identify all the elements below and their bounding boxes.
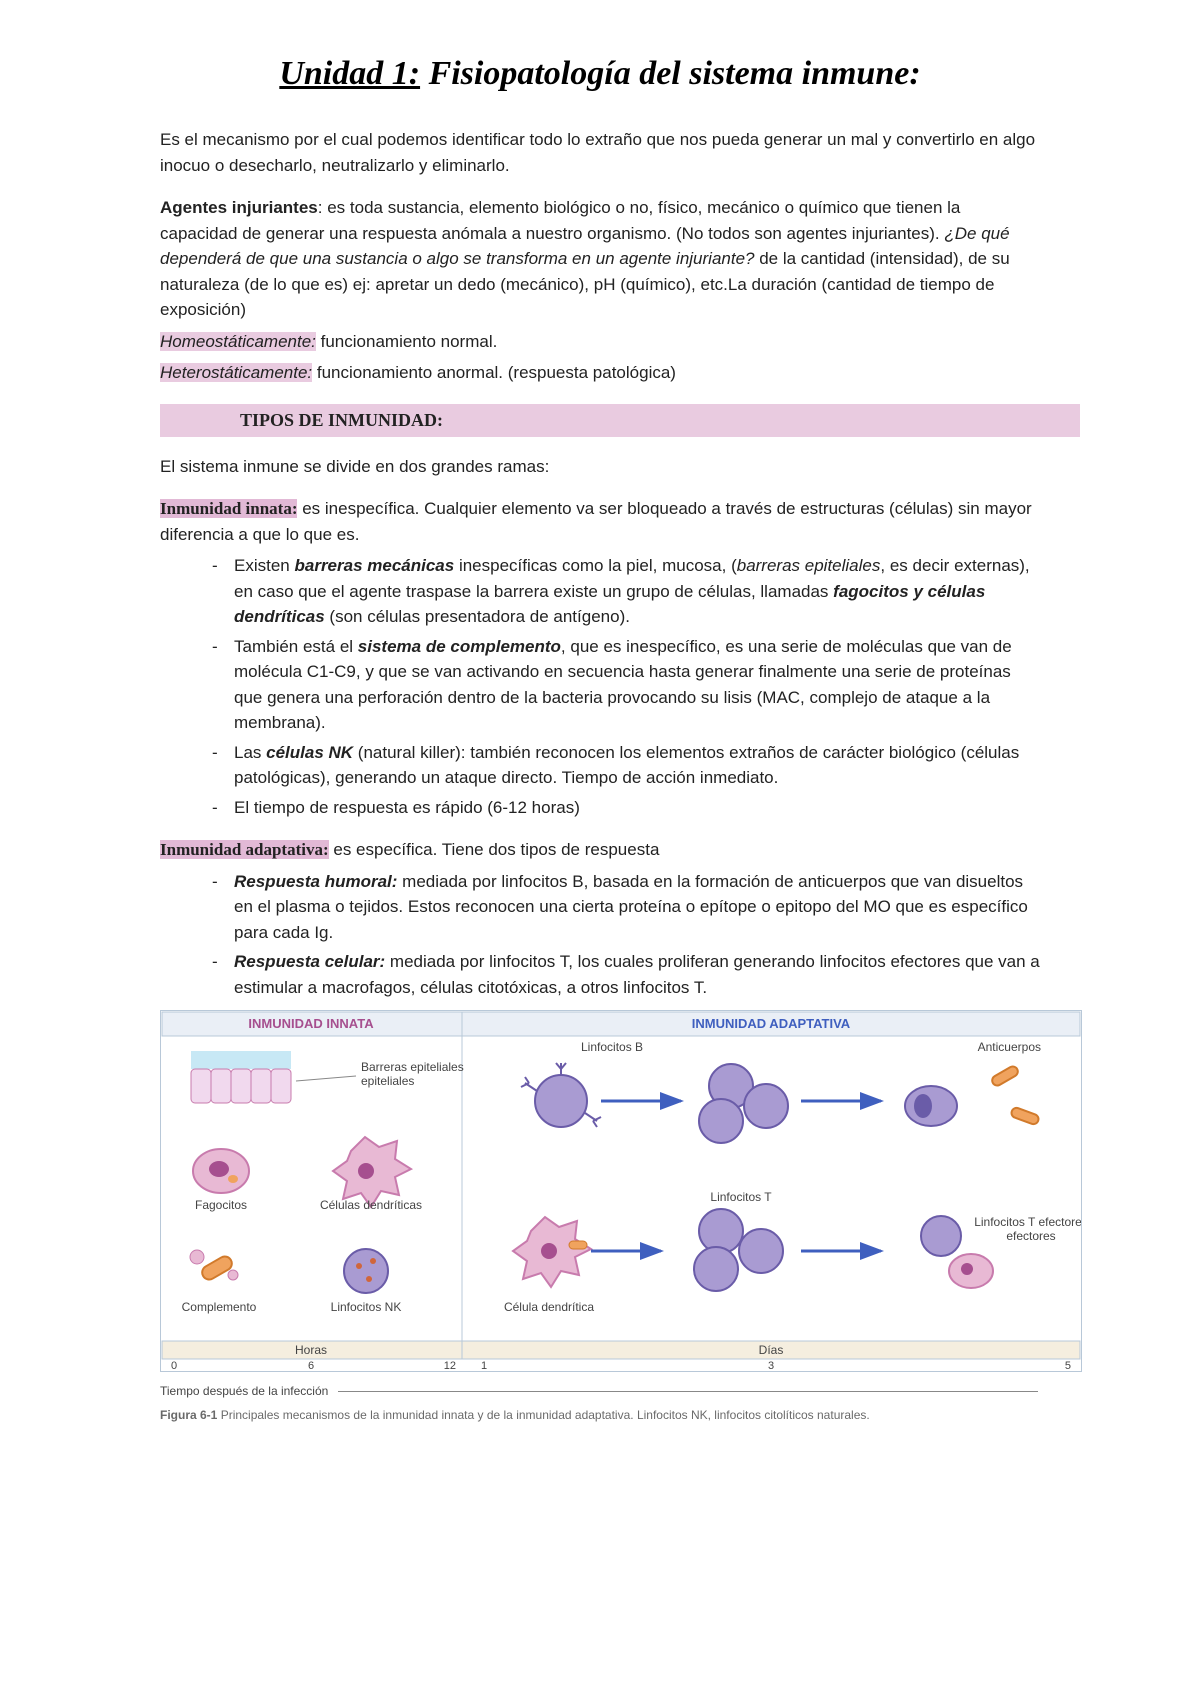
timeline-caption: Tiempo después de la infección xyxy=(160,1382,1080,1400)
text: El tiempo de respuesta es rápido (6-12 h… xyxy=(234,798,580,817)
label-complemento: Complemento xyxy=(182,1300,257,1314)
adaptativa-label: Inmunidad adaptativa: xyxy=(160,840,329,859)
hetero-text: funcionamiento anormal. (respuesta patol… xyxy=(312,363,676,382)
label-linfot: Linfocitos T xyxy=(710,1190,772,1204)
list-item: Las células NK (natural killer): también… xyxy=(212,740,1040,791)
term-complemento: sistema de complemento xyxy=(358,637,561,656)
label-dendriticas: Células dendríticas xyxy=(320,1198,422,1212)
complemento-icon xyxy=(190,1250,238,1282)
svg-text:epiteliales: epiteliales xyxy=(361,1074,414,1088)
label-horas: Horas xyxy=(295,1343,327,1357)
text: Existen xyxy=(234,556,294,575)
tcell-cluster-icon xyxy=(694,1209,783,1291)
adaptativa-list: Respuesta humoral: mediada por linfocito… xyxy=(160,869,1040,1001)
agentes-label: Agentes injuriantes xyxy=(160,198,318,217)
label-efectores: Linfocitos T efectores xyxy=(974,1215,1082,1229)
figure-6-1: INMUNIDAD INNATA INMUNIDAD ADAPTATIVA Ba… xyxy=(160,1010,1080,1424)
epithelial-cells-icon xyxy=(191,1069,291,1103)
tick-1: 1 xyxy=(481,1360,487,1372)
innata-label: Inmunidad innata: xyxy=(160,499,297,518)
page-title: Unidad 1: Fisiopatología del sistema inm… xyxy=(160,48,1040,99)
tick-3: 3 xyxy=(768,1360,774,1372)
label-nk: Linfocitos NK xyxy=(331,1300,402,1314)
innata-heading-line: Inmunidad innata: es inespecífica. Cualq… xyxy=(160,496,1040,547)
section-tipos-heading: TIPOS DE INMUNIDAD: xyxy=(160,404,1080,437)
term-nk: células NK xyxy=(266,743,353,762)
homeo-text: funcionamiento normal. xyxy=(316,332,497,351)
list-item: Respuesta humoral: mediada por linfocito… xyxy=(212,869,1040,946)
tick-0: 0 xyxy=(171,1360,177,1372)
term-humoral: Respuesta humoral: xyxy=(234,872,397,891)
list-item: También está el sistema de complemento, … xyxy=(212,634,1040,736)
text: También está el xyxy=(234,637,358,656)
text: inespecíficas como la piel, mucosa, ( xyxy=(454,556,737,575)
list-item: Respuesta celular: mediada por linfocito… xyxy=(212,949,1040,1000)
caption-text: Principales mecanismos de la inmunidad i… xyxy=(217,1408,869,1422)
list-item: Existen barreras mecánicas inespecíficas… xyxy=(212,553,1040,630)
label-barreras: Barreras epiteliales xyxy=(361,1060,464,1074)
nk-icon xyxy=(344,1249,388,1293)
label-linfob: Linfocitos B xyxy=(581,1040,643,1054)
list-item: El tiempo de respuesta es rápido (6-12 h… xyxy=(212,795,1040,821)
plasma-cell-icon xyxy=(905,1086,957,1126)
adaptativa-text: es específica. Tiene dos tipos de respue… xyxy=(329,840,660,859)
adaptive-header: INMUNIDAD ADAPTATIVA xyxy=(692,1016,851,1031)
hetero-label: Heterostáticamente: xyxy=(160,363,312,382)
innata-list: Existen barreras mecánicas inespecíficas… xyxy=(160,553,1040,820)
hetero-line: Heterostáticamente: funcionamiento anorm… xyxy=(160,360,1040,386)
tick-5: 5 xyxy=(1065,1360,1071,1372)
innate-header: INMUNIDAD INNATA xyxy=(248,1016,374,1031)
document-page: Unidad 1: Fisiopatología del sistema inm… xyxy=(80,0,1120,1464)
title-subject: Fisiopatología del sistema inmune: xyxy=(420,55,921,92)
caption-label: Figura 6-1 xyxy=(160,1408,217,1422)
label-celdend: Célula dendrítica xyxy=(504,1300,594,1314)
label-anticuerpos: Anticuerpos xyxy=(978,1040,1041,1054)
text: Las xyxy=(234,743,266,762)
fagocito-icon xyxy=(193,1149,249,1193)
dendritica-icon xyxy=(333,1137,411,1207)
tick-12: 12 xyxy=(444,1360,456,1372)
homeo-label: Homeostáticamente: xyxy=(160,332,316,351)
antibody-icon xyxy=(990,1065,1039,1126)
sistema-divide: El sistema inmune se divide en dos grand… xyxy=(160,454,1040,480)
agentes-paragraph: Agentes injuriantes: es toda sustancia, … xyxy=(160,195,1040,323)
figure-caption: Figura 6-1 Principales mecanismos de la … xyxy=(160,1406,1080,1424)
intro-paragraph: Es el mecanismo por el cual podemos iden… xyxy=(160,127,1040,178)
bcell-cluster-icon xyxy=(699,1064,788,1143)
bcell-icon xyxy=(521,1063,601,1127)
term-barreras: barreras mecánicas xyxy=(294,556,454,575)
label-fagocitos: Fagocitos xyxy=(195,1198,247,1212)
timeline-text: Tiempo después de la infección xyxy=(160,1384,328,1398)
homeo-line: Homeostáticamente: funcionamiento normal… xyxy=(160,329,1040,355)
text: (son células presentadora de antígeno). xyxy=(325,607,630,626)
label-dias: Días xyxy=(759,1343,784,1357)
adaptativa-heading-line: Inmunidad adaptativa: es específica. Tie… xyxy=(160,837,1040,863)
dendritic-cell-icon xyxy=(513,1217,591,1287)
immunity-diagram: INMUNIDAD INNATA INMUNIDAD ADAPTATIVA Ba… xyxy=(160,1010,1082,1372)
svg-text:efectores: efectores xyxy=(1006,1229,1055,1243)
tick-6: 6 xyxy=(308,1360,314,1372)
term-epiteliales: barreras epiteliales xyxy=(737,556,881,575)
title-label: Unidad 1: xyxy=(279,55,420,92)
term-celular: Respuesta celular: xyxy=(234,952,385,971)
